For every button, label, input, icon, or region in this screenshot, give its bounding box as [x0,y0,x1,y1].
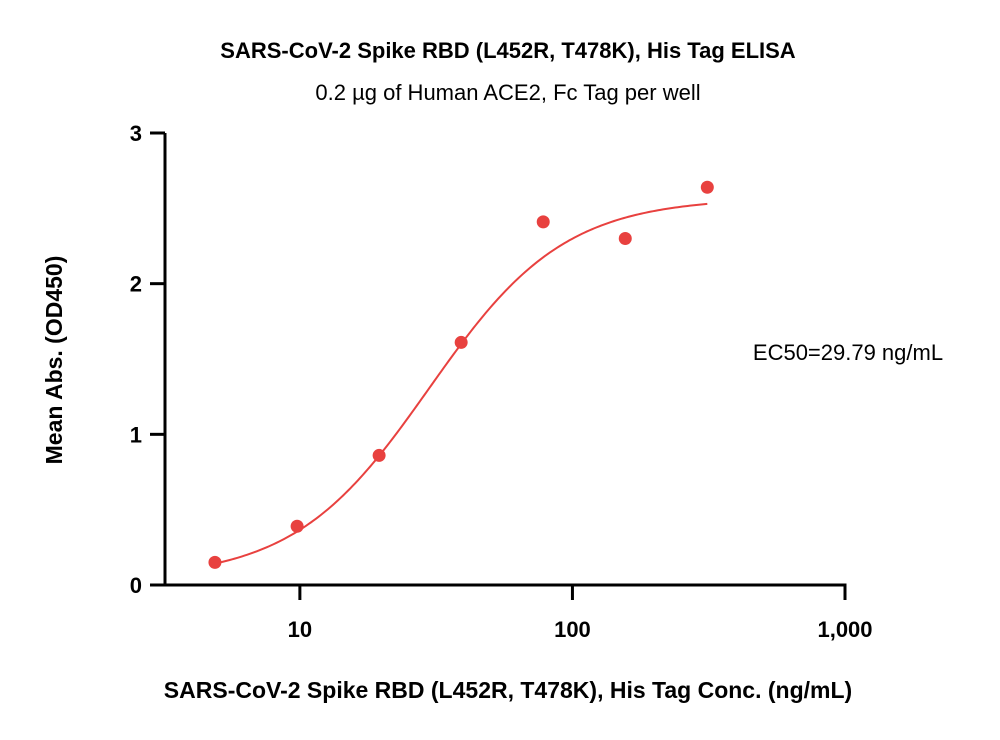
x-tick-label: 100 [554,617,591,642]
data-point [454,335,468,349]
axes: 0 1 2 3 10 100 1,000 [130,121,873,642]
y-tick-label: 1 [130,422,142,447]
data-points [208,180,714,569]
fit-curve [214,202,708,565]
data-point [372,448,386,462]
y-tick-label: 0 [130,573,142,598]
y-tick-label: 2 [130,272,142,297]
chart-title: SARS-CoV-2 Spike RBD (L452R, T478K), His… [220,38,795,63]
y-axis-label: Mean Abs. (OD450) [41,256,67,465]
data-point [208,555,222,569]
data-point [536,215,550,229]
data-point [290,519,304,533]
data-point [618,231,632,245]
ec50-annotation: EC50=29.79 ng/mL [753,340,943,365]
x-axis-label: SARS-CoV-2 Spike RBD (L452R, T478K), His… [164,677,852,703]
chart-subtitle: 0.2 µg of Human ACE2, Fc Tag per well [315,80,700,105]
x-tick-label: 10 [288,617,312,642]
data-point [700,180,714,194]
x-ticks: 10 100 1,000 [288,585,873,642]
y-tick-label: 3 [130,121,142,146]
x-tick-label: 1,000 [817,617,872,642]
y-ticks: 0 1 2 3 [130,121,165,598]
